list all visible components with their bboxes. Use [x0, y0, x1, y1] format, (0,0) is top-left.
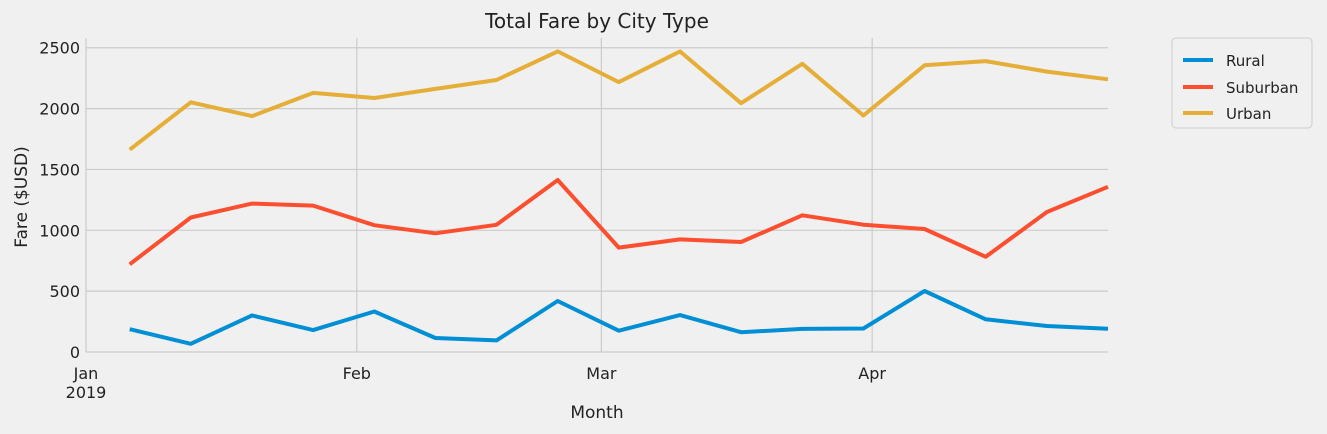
y-tick-label: 0 — [70, 343, 80, 362]
chart-title: Total Fare by City Type — [484, 9, 709, 33]
gridlines — [85, 38, 1108, 353]
legend-label-urban: Urban — [1226, 105, 1271, 123]
series-line-suburban — [128, 178, 1109, 266]
y-tick-label: 2000 — [39, 100, 80, 119]
x-axis-label: Month — [570, 403, 623, 423]
x-tick-label: Jan — [73, 364, 99, 383]
x-tick-year-label: 2019 — [66, 383, 107, 402]
x-tick-label: Mar — [586, 364, 617, 383]
series-line-rural — [129, 289, 1109, 346]
plot-area — [86, 38, 1108, 352]
y-axis-label: Fare ($USD) — [12, 146, 32, 248]
legend-label-suburban: Suburban — [1226, 79, 1298, 97]
legend: Rural Suburban Urban — [1171, 37, 1313, 129]
series-line-urban — [128, 49, 1109, 152]
y-tick-label: 500 — [49, 282, 80, 301]
x-tick-label: Feb — [343, 364, 371, 383]
legend-label-rural: Rural — [1226, 52, 1265, 70]
y-tick-label: 2500 — [39, 39, 80, 58]
series-lines — [128, 49, 1109, 346]
x-tick-label: Apr — [858, 364, 886, 383]
y-tick-label: 1000 — [39, 221, 80, 240]
y-tick-label: 1500 — [39, 160, 80, 179]
